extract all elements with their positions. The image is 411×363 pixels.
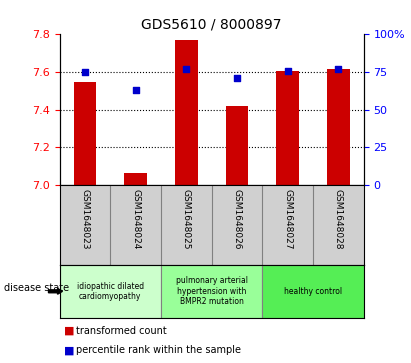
Text: ■: ■ — [64, 326, 74, 336]
Text: GSM1648028: GSM1648028 — [334, 189, 343, 250]
Text: GSM1648023: GSM1648023 — [81, 189, 90, 250]
Text: idiopathic dilated
cardiomyopathy: idiopathic dilated cardiomyopathy — [77, 282, 144, 301]
Bar — [262, 265, 364, 318]
Text: GSM1648026: GSM1648026 — [233, 189, 242, 250]
Text: disease state: disease state — [4, 283, 69, 293]
Text: percentile rank within the sample: percentile rank within the sample — [76, 345, 241, 355]
Text: transformed count: transformed count — [76, 326, 167, 336]
Bar — [124, 173, 147, 185]
Point — [82, 69, 88, 75]
Point — [284, 68, 291, 74]
Bar — [276, 71, 299, 185]
Text: ■: ■ — [64, 345, 74, 355]
Title: GDS5610 / 8000897: GDS5610 / 8000897 — [141, 18, 282, 32]
Bar — [327, 69, 350, 185]
Text: GSM1648025: GSM1648025 — [182, 189, 191, 250]
Text: GSM1648027: GSM1648027 — [283, 189, 292, 250]
Point — [335, 66, 342, 72]
Point — [183, 66, 189, 72]
Text: healthy control: healthy control — [284, 287, 342, 296]
Bar — [161, 265, 262, 318]
Bar — [175, 40, 198, 185]
Point — [234, 75, 240, 81]
Bar — [226, 106, 248, 185]
Text: GSM1648024: GSM1648024 — [131, 189, 140, 249]
Bar — [74, 82, 96, 185]
Text: pulmonary arterial
hypertension with
BMPR2 mutation: pulmonary arterial hypertension with BMP… — [175, 276, 248, 306]
Point — [132, 87, 139, 93]
Bar — [60, 265, 161, 318]
